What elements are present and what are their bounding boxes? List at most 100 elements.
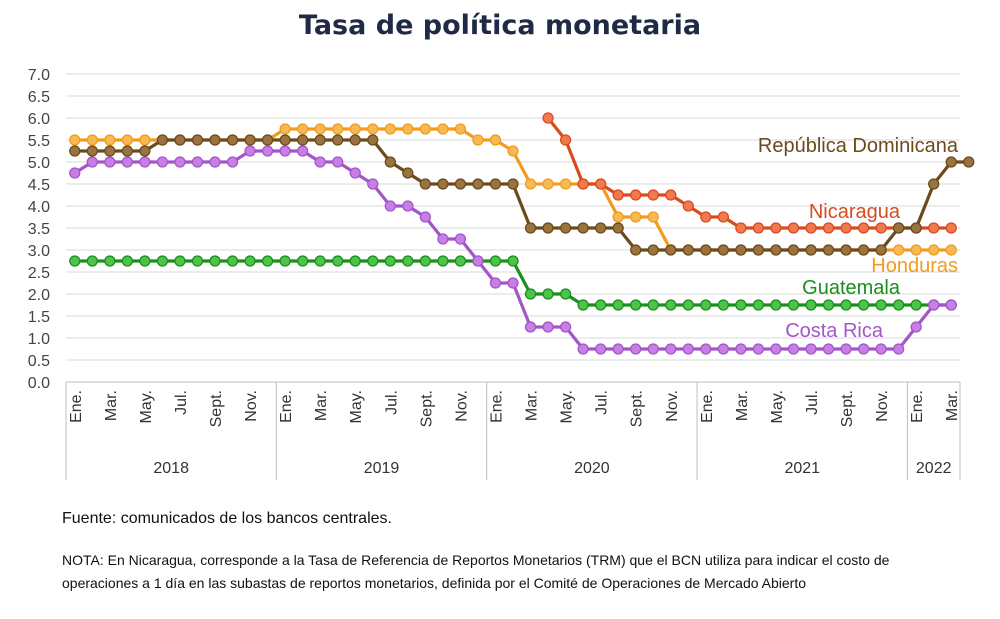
data-point bbox=[472, 255, 484, 267]
data-point bbox=[857, 222, 870, 234]
data-point bbox=[840, 343, 852, 355]
y-tick-label: 5.0 bbox=[28, 155, 50, 172]
data-point bbox=[630, 343, 642, 355]
data-point bbox=[910, 244, 922, 256]
month-tick-label: May. bbox=[559, 390, 576, 423]
data-point bbox=[121, 145, 134, 157]
y-tick-label: 3.0 bbox=[28, 243, 50, 260]
year-label: 2020 bbox=[574, 460, 610, 477]
data-point bbox=[524, 222, 537, 234]
data-point bbox=[928, 244, 940, 256]
data-point bbox=[665, 189, 677, 201]
data-point bbox=[682, 244, 694, 256]
data-point bbox=[665, 299, 677, 311]
series-label: República Dominicana bbox=[758, 135, 959, 157]
data-point bbox=[542, 112, 554, 124]
data-point bbox=[489, 134, 502, 146]
data-point bbox=[261, 255, 274, 267]
data-point bbox=[892, 222, 905, 234]
data-point bbox=[174, 255, 186, 267]
y-tick-label: 2.0 bbox=[28, 287, 50, 304]
month-tick-label: Mar. bbox=[734, 390, 751, 421]
data-point bbox=[454, 255, 467, 267]
data-point bbox=[822, 343, 835, 355]
data-point bbox=[437, 255, 449, 267]
data-point bbox=[191, 255, 204, 267]
data-point bbox=[594, 222, 607, 234]
data-point bbox=[857, 244, 870, 256]
data-point bbox=[104, 156, 116, 168]
data-point bbox=[630, 211, 642, 223]
data-point bbox=[910, 299, 922, 311]
series-label-layer: Guatemala Costa Rica Honduras Nicaragua Repú… bbox=[758, 135, 959, 342]
month-tick-label: Jul. bbox=[594, 390, 611, 415]
data-point bbox=[665, 244, 677, 256]
data-point bbox=[156, 255, 169, 267]
data-point bbox=[209, 134, 221, 146]
month-tick-label: Nov. bbox=[664, 390, 681, 422]
data-point bbox=[279, 145, 291, 157]
data-point bbox=[191, 134, 204, 146]
data-point bbox=[349, 134, 361, 146]
data-point bbox=[86, 134, 98, 146]
data-point bbox=[735, 244, 747, 256]
data-point bbox=[840, 222, 852, 234]
data-point bbox=[770, 343, 782, 355]
series-label: Guatemala bbox=[802, 277, 901, 299]
series-nicaragua bbox=[542, 112, 957, 234]
data-point bbox=[472, 134, 484, 146]
data-point bbox=[279, 134, 291, 146]
data-point bbox=[367, 134, 379, 146]
month-tick-label: Sept. bbox=[839, 390, 856, 427]
data-point bbox=[244, 134, 256, 146]
data-point bbox=[542, 222, 554, 234]
data-point bbox=[349, 123, 361, 135]
month-tick-label: Ene. bbox=[278, 390, 295, 423]
data-point bbox=[647, 211, 659, 223]
series-label: Costa Rica bbox=[785, 320, 884, 342]
data-point bbox=[104, 134, 116, 146]
data-point bbox=[892, 343, 905, 355]
data-point bbox=[945, 299, 957, 311]
data-point bbox=[209, 156, 221, 168]
data-point bbox=[717, 343, 730, 355]
data-point bbox=[349, 255, 361, 267]
data-point bbox=[296, 134, 309, 146]
data-point bbox=[805, 343, 817, 355]
data-point bbox=[665, 343, 677, 355]
data-point bbox=[875, 222, 887, 234]
data-point bbox=[752, 244, 765, 256]
y-tick-label: 4.5 bbox=[28, 177, 50, 194]
data-point bbox=[594, 343, 607, 355]
data-point bbox=[507, 255, 519, 267]
data-point bbox=[209, 255, 221, 267]
data-point bbox=[840, 299, 852, 311]
data-point bbox=[402, 200, 414, 212]
y-tick-label: 6.0 bbox=[28, 111, 50, 128]
data-point bbox=[682, 343, 694, 355]
data-point bbox=[875, 343, 887, 355]
data-point bbox=[892, 244, 905, 256]
data-point bbox=[559, 134, 572, 146]
data-point bbox=[770, 299, 782, 311]
month-tick-label: May. bbox=[138, 390, 155, 423]
year-label: 2022 bbox=[916, 460, 952, 477]
data-point bbox=[857, 343, 870, 355]
data-point bbox=[752, 343, 765, 355]
data-point bbox=[437, 123, 449, 135]
data-point bbox=[402, 255, 414, 267]
data-point bbox=[437, 178, 449, 190]
data-point bbox=[489, 277, 502, 289]
data-point bbox=[577, 178, 589, 190]
data-point bbox=[402, 167, 414, 179]
month-tick-label: Ene. bbox=[699, 390, 716, 423]
y-tick-label: 4.0 bbox=[28, 199, 50, 216]
data-point bbox=[121, 134, 134, 146]
series-line bbox=[74, 138, 969, 252]
month-tick-label: Mar. bbox=[524, 390, 541, 421]
data-point bbox=[647, 244, 659, 256]
data-point bbox=[402, 123, 414, 135]
data-point bbox=[542, 288, 554, 300]
data-point bbox=[489, 255, 502, 267]
data-point bbox=[244, 145, 256, 157]
